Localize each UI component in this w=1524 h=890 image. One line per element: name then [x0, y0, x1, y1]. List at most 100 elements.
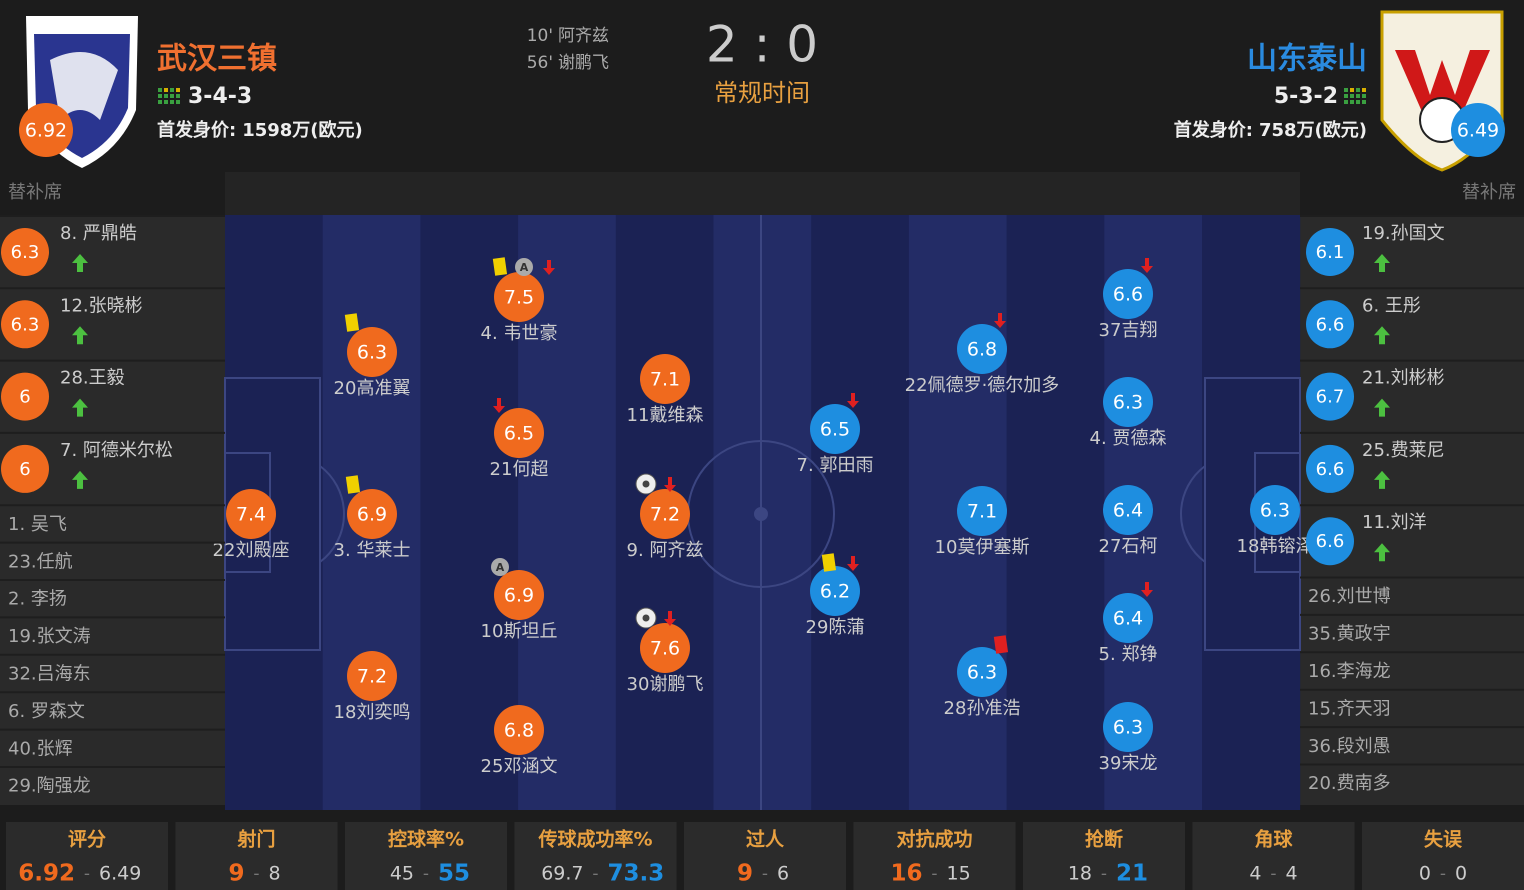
- formation-icon: [1344, 88, 1348, 92]
- player-rating: 6.3: [1113, 392, 1143, 414]
- bench-rating: 6.6: [1316, 459, 1345, 480]
- bench-rating-badge: [1306, 300, 1354, 349]
- bench-player-name: 35.黄政宇: [1308, 624, 1391, 645]
- stat-away: 6: [777, 863, 789, 885]
- bench-header: [1300, 172, 1524, 215]
- captain-label: A: [496, 561, 505, 574]
- player-rating-badge: [810, 404, 860, 454]
- player-name: 7. 郭田雨: [797, 455, 874, 476]
- formation-icon: [1356, 100, 1360, 104]
- penalty-arc: [1180, 465, 1206, 563]
- player-rating-badge: [1103, 377, 1153, 427]
- home-value: 首发身价: 1598万(欧元): [157, 119, 363, 141]
- bench-player-name: 26.刘世博: [1308, 586, 1391, 607]
- bench-rating: 6.3: [11, 314, 40, 335]
- player-name: 4. 贾德森: [1090, 428, 1167, 449]
- stat-cell: [6, 822, 168, 890]
- player-name: 22刘殿座: [213, 540, 290, 561]
- value-label: 首发身价:: [1174, 119, 1253, 141]
- stat-away: 21: [1116, 861, 1148, 887]
- home-team-name: 武汉三镇: [157, 42, 277, 77]
- stat-label: 控球率%: [388, 828, 464, 851]
- stat-away: 15: [947, 863, 971, 885]
- formation-icon: [158, 94, 162, 98]
- player-name: 9. 阿齐兹: [627, 540, 704, 561]
- stat-home: 9: [228, 861, 244, 887]
- stat-separator: -: [1270, 864, 1276, 884]
- goal-minute: 10': [527, 26, 553, 46]
- formation-icon: [170, 100, 174, 104]
- player-rating-badge: [640, 623, 690, 673]
- stat-separator: -: [1101, 864, 1107, 884]
- player-rating-badge: [347, 489, 397, 539]
- sub-off-arrow: [543, 260, 555, 275]
- stat-separator: -: [762, 864, 768, 884]
- bench-rating-badge: [1, 372, 49, 421]
- sub-on-arrow: [1374, 326, 1390, 345]
- bench-player-name: 28.王毅: [60, 368, 125, 389]
- value-amount: 758万(欧元): [1259, 119, 1367, 141]
- bench-player-name: 16.李海龙: [1308, 661, 1391, 682]
- stat-away: 6.49: [99, 863, 141, 885]
- bench-rating-badge: [1, 444, 49, 493]
- stat-home: 16: [890, 861, 922, 887]
- bench-player-name: 21.刘彬彬: [1362, 368, 1445, 389]
- bench-rating: 6.3: [11, 242, 40, 263]
- player-rating-badge: [957, 486, 1007, 536]
- stat-separator: -: [1440, 864, 1446, 884]
- formation-icon: [1350, 94, 1354, 98]
- stat-home: 45: [390, 863, 414, 885]
- bench-player-name: 7. 阿德米尔松: [60, 440, 173, 461]
- yellow-card: [345, 475, 361, 494]
- player-rating: 6.2: [820, 581, 850, 603]
- stat-home: 18: [1068, 863, 1092, 885]
- player-name: 20高准翼: [334, 378, 411, 399]
- bench-rating: 6.6: [1316, 314, 1345, 335]
- player-name: 29陈蒲: [806, 617, 865, 638]
- player-rating: 6.3: [357, 342, 387, 364]
- player-rating-badge: [1250, 485, 1300, 535]
- formation-icon: [176, 100, 180, 104]
- stat-separator: -: [253, 864, 259, 884]
- score: 2 : 0: [706, 16, 818, 74]
- player-name: 10斯坦丘: [481, 621, 558, 642]
- player-rating: 6.6: [1113, 284, 1143, 306]
- player-name: 22佩德罗·德尔加多: [905, 375, 1060, 396]
- bench-rating-badge: [1306, 517, 1354, 566]
- away-value: 首发身价: 758万(欧元): [1174, 119, 1367, 141]
- stat-cell: [684, 822, 846, 890]
- sub-on-arrow: [72, 326, 88, 345]
- bench-player-name: 11.刘洋: [1362, 512, 1427, 533]
- stat-label: 射门: [236, 828, 275, 851]
- stat-label: 评分: [68, 829, 106, 851]
- bench-player-name: 19.张文涛: [8, 626, 91, 647]
- bench-player-name: 25.费莱尼: [1362, 440, 1445, 461]
- player-rating-badge: [810, 566, 860, 616]
- formation-icon: [1350, 88, 1354, 92]
- stat-away: 0: [1455, 863, 1467, 885]
- bench-player-name: 40.张辉: [8, 738, 73, 759]
- player-rating-badge: [1103, 269, 1153, 319]
- player-name: 25邓涵文: [481, 756, 558, 777]
- sub-on-arrow: [1374, 470, 1390, 489]
- bench-player-name: 1. 吴飞: [8, 514, 67, 535]
- goal-scorer: 谢鹏飞: [558, 53, 609, 73]
- bench-label: 替补席: [8, 182, 62, 203]
- formation-icon: [1350, 100, 1354, 104]
- formation-icon: [176, 88, 180, 92]
- bench-player-name: 15.齐天羽: [1308, 698, 1391, 719]
- formation-icon: [1344, 100, 1348, 104]
- sub-off-arrow: [493, 398, 505, 413]
- player-name: 5. 郑铮: [1099, 644, 1158, 665]
- player-rating-badge: [1103, 593, 1153, 643]
- player-rating-badge: [1103, 485, 1153, 535]
- player-name: 28孙准浩: [944, 698, 1021, 719]
- formation-icon: [158, 88, 162, 92]
- stat-home: 4: [1249, 863, 1261, 885]
- player-rating-badge: [494, 408, 544, 458]
- sub-on-arrow: [72, 470, 88, 489]
- captain-label: A: [520, 261, 529, 274]
- player-rating-badge: [347, 327, 397, 377]
- sub-on-arrow: [72, 254, 88, 272]
